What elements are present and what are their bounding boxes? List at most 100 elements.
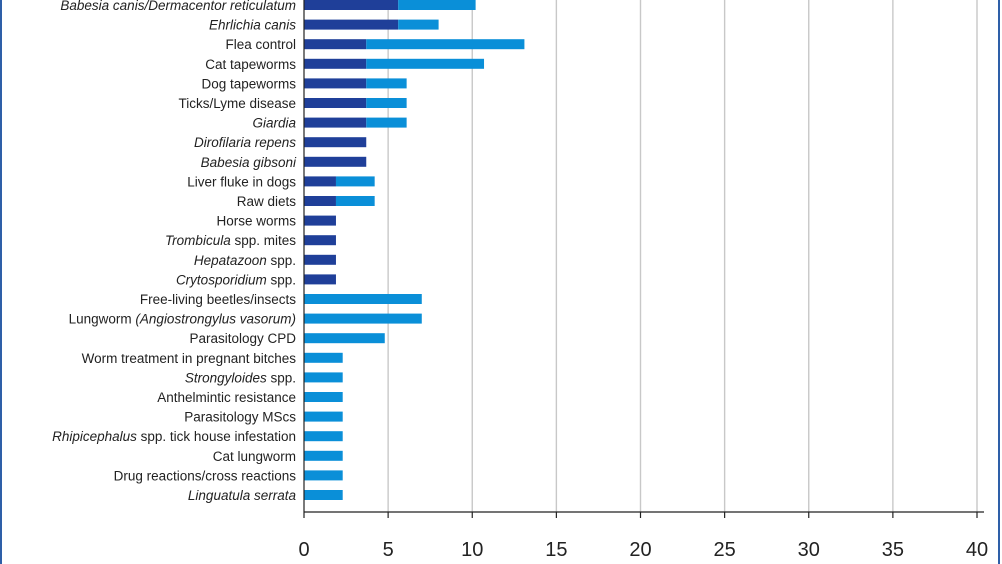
x-tick-label: 35 [882, 539, 904, 561]
category-label-part: Strongyloides [185, 370, 267, 385]
category-label: Parasitology MScs [184, 410, 296, 425]
category-label-part: Ehrlichia canis [209, 18, 296, 33]
category-label-part: Babesia canis/Dermacentor reticulatum [60, 0, 296, 13]
category-label-part: Ticks/Lyme disease [178, 96, 296, 111]
category-label: Hepatazoon spp. [194, 253, 296, 268]
category-label: Free-living beetles/insects [140, 292, 296, 307]
category-label: Flea control [225, 37, 296, 52]
x-tick-label: 0 [298, 539, 309, 561]
category-label: Drug reactions/cross reactions [114, 468, 297, 483]
x-tick-label: 15 [545, 539, 567, 561]
bar-series1-row14 [304, 254, 336, 265]
bar-series1-row9 [304, 156, 367, 167]
bar-series2-row22 [304, 411, 343, 422]
category-label-part: spp. [267, 272, 296, 287]
category-label: Dirofilaria repens [194, 135, 296, 150]
bar-series2-row18 [304, 333, 385, 344]
category-label-part: Dirofilaria repens [194, 135, 296, 150]
x-tick-label: 5 [383, 539, 394, 561]
bar-series1-row4 [304, 58, 367, 69]
bar-series1-row11 [304, 196, 336, 206]
gridlines [387, 0, 978, 512]
bar-series2-row20 [304, 372, 343, 383]
bar-series2-row10 [335, 176, 375, 187]
bar-series1-row8 [304, 137, 367, 148]
category-label-part: Cat lungworm [213, 449, 296, 464]
category-label-part: Rhipicephalus [52, 429, 137, 444]
category-label: Parasitology CPD [189, 331, 296, 346]
category-label: Ticks/Lyme disease [178, 96, 296, 111]
bar-series2-row1 [398, 0, 476, 10]
category-label: Giardia [252, 116, 296, 131]
category-label-part: Worm treatment in pregnant bitches [82, 351, 297, 366]
category-label-part: spp. [267, 370, 296, 385]
category-label: Worm treatment in pregnant bitches [82, 351, 297, 366]
category-label-part: Free-living beetles/insects [140, 292, 296, 307]
category-label: Anthelmintic resistance [157, 390, 296, 405]
x-axis: 0 5 10 15 20 25 30 35 40 [298, 0, 988, 561]
bar-series1-row3 [304, 39, 367, 50]
category-labels: Babesia canis/Dermacentor reticulatum Ehr… [52, 0, 297, 503]
category-label: Liver fluke in dogs [187, 174, 296, 189]
bar-series2-row5 [366, 78, 407, 89]
bar-series2-row24 [304, 450, 343, 461]
category-label: Cat tapeworms [205, 57, 296, 72]
bar-series2-row6 [366, 98, 407, 108]
bar-series2-row3 [366, 39, 525, 50]
category-label-part: Trombicula [165, 233, 231, 248]
category-label: Cat lungworm [213, 449, 296, 464]
bar-series2-row17 [304, 313, 422, 324]
bar-series1-row13 [304, 235, 336, 246]
category-label: Rhipicephalus spp. tick house infestatio… [52, 429, 296, 444]
bars [304, 0, 525, 500]
category-label: Babesia gibsoni [201, 155, 297, 170]
category-label-part: (Angiostrongylus vasorum) [135, 312, 296, 327]
bar-series1-row2 [304, 19, 399, 30]
bar-series2-row26 [304, 490, 343, 500]
bar-series2-row23 [304, 431, 343, 442]
category-label-part: Flea control [225, 37, 296, 52]
bar-series1-row7 [304, 117, 367, 128]
bar-series2-row2 [398, 19, 439, 30]
bar-series1-row10 [304, 176, 336, 187]
category-label: Lungworm (Angiostrongylus vasorum) [69, 312, 296, 327]
category-label-part: Parasitology MScs [184, 410, 296, 425]
category-label-part: Crytosporidium [176, 272, 267, 287]
category-label-part: Liver fluke in dogs [187, 174, 296, 189]
bar-series2-row21 [304, 392, 343, 402]
category-label: Crytosporidium spp. [176, 272, 296, 287]
category-label-part: Linguatula serrata [188, 488, 297, 503]
category-label: Trombicula spp. mites [165, 233, 296, 248]
x-tick-label: 20 [629, 539, 651, 561]
category-label-part: Drug reactions/cross reactions [114, 468, 297, 483]
bar-series1-row12 [304, 215, 336, 226]
bar-series2-row25 [304, 470, 343, 481]
category-label-part: spp. mites [231, 233, 297, 248]
x-tick-label: 25 [714, 539, 736, 561]
x-tick-label: 10 [461, 539, 483, 561]
category-label: Raw diets [237, 194, 297, 209]
bar-series1-row1 [304, 0, 399, 10]
category-label-part: Raw diets [237, 194, 297, 209]
category-label: Strongyloides spp. [185, 370, 296, 385]
x-tick-label: 40 [966, 539, 988, 561]
category-label-part: spp. [267, 253, 296, 268]
category-label-part: Cat tapeworms [205, 57, 296, 72]
category-label-part: spp. tick house infestation [137, 429, 296, 444]
category-label-part: Anthelmintic resistance [157, 390, 296, 405]
category-label-part: Lungworm [69, 312, 136, 327]
category-label-part: Horse worms [216, 214, 296, 229]
category-label-part: Giardia [252, 116, 296, 131]
bar-series1-row5 [304, 78, 367, 89]
category-label: Linguatula serrata [188, 488, 297, 503]
category-label: Dog tapeworms [201, 76, 296, 91]
x-tick-label: 30 [798, 539, 820, 561]
bar-series2-row4 [366, 58, 485, 69]
category-label-part: Babesia gibsoni [201, 155, 297, 170]
category-label: Babesia canis/Dermacentor reticulatum [60, 0, 296, 13]
bar-series1-row15 [304, 274, 336, 285]
category-label-part: Dog tapeworms [201, 76, 296, 91]
bar-series2-row11 [335, 196, 375, 206]
